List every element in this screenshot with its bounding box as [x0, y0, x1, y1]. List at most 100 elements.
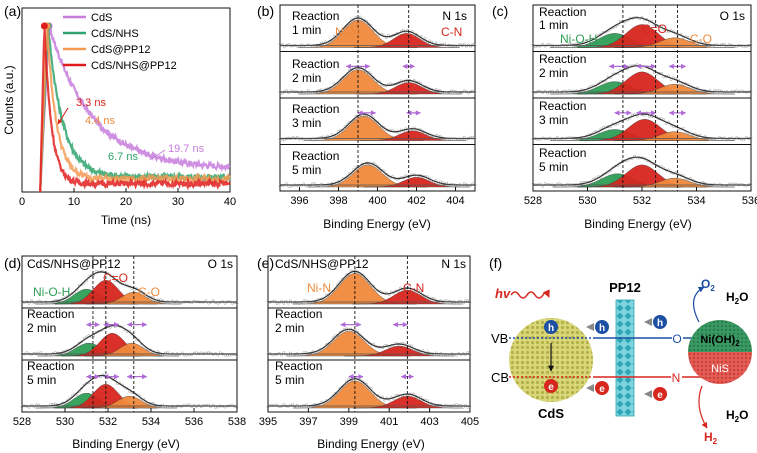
annotation-arrow-19-7ns: [149, 149, 166, 161]
panel-a-xtick-label-3: 30: [172, 196, 184, 208]
nioh2-shell: [688, 320, 752, 352]
o-link-label: O: [672, 332, 681, 346]
e-plot-datapoint-1-62: [336, 333, 339, 337]
c-plot-xtick-label-4: 536: [742, 195, 757, 207]
d-plot-xtick-label-5: 538: [228, 416, 246, 428]
legend-label-cds-nhs: CdS/NHS: [91, 28, 139, 40]
panel-c-time-3: 3 min: [539, 113, 568, 127]
c-plot-datapoint-1-154: [718, 89, 721, 92]
decay-series-cds: [39, 24, 231, 193]
pp12-label: PP12: [609, 280, 641, 295]
e-plot-datapoint-2-22: [291, 403, 295, 406]
electron-carrier-right: [653, 387, 667, 401]
h2o-bottom-o: O: [739, 408, 748, 422]
hole-motion-icon-2: [644, 318, 652, 326]
hole-carrier-cds: [544, 320, 558, 334]
h2o-bottom-label-text: H2O: [726, 408, 748, 424]
b-plot-datapoint-3-6: [285, 182, 288, 185]
pp12-layer: [615, 299, 635, 417]
d-plot-datapoint-2-140: [187, 403, 191, 406]
panel-e-time-3: 5 min: [275, 373, 304, 387]
c-plot-datapoint-2-160: [725, 138, 729, 142]
o-link-bg: [672, 331, 683, 345]
b-plot-datapoint-3-98: [384, 172, 388, 176]
panel-d: (d) 528 530 532 534 536 538 CdS/NHS@PP12 O 1s…: [4, 255, 246, 451]
panel-e-time-2: 2 min: [275, 321, 304, 335]
panel-b-label: (b): [257, 3, 274, 19]
panel-b: (b) 396 398 400 402 404 N 1s Reaction 1 min …: [257, 3, 477, 231]
h2o-top-sub: 2: [735, 297, 740, 306]
panel-d-reaction-3: Reaction: [27, 359, 74, 373]
h2o-bottom-sub: 2: [735, 415, 740, 424]
panel-a-xtick-label-4: 40: [224, 196, 236, 208]
d-plot-xtick-label-1: 530: [56, 416, 74, 428]
d-plot-datapoint-2-162: [214, 406, 217, 409]
panel-c-label: (c): [492, 3, 508, 19]
nioh2-label-text: Ni(OH)2: [700, 334, 740, 348]
panel-b-xlabel: Binding Energy (eV): [323, 217, 430, 231]
panel-d-reaction-2: Reaction: [27, 307, 74, 321]
peak-label-c-double-o: C=O: [642, 22, 667, 36]
d-plot-datapoint-0-160: [211, 299, 215, 302]
b-plot-datapoint-2-170: [462, 135, 466, 139]
e-plot-datapoint-2-174: [461, 406, 465, 409]
annotation-3-3ns: 3.3 ns: [76, 97, 106, 109]
panel-b-time-1: 1 min: [292, 23, 321, 37]
light-wave-icon: [510, 289, 550, 299]
e-plot-datapoint-1-86: [363, 337, 366, 341]
panel-a-label: (a): [4, 3, 21, 19]
legend-label-cds: CdS: [91, 12, 112, 24]
panel-e-reaction-2: Reaction: [275, 307, 322, 321]
e-plot-datapoint-1-84: [360, 335, 364, 339]
b-plot-xtick-label-4: 404: [446, 195, 464, 207]
h2o-top-o: O: [739, 290, 748, 304]
d-plot-xtick-label-3: 534: [142, 416, 160, 428]
e-plot-datapoint-2-178: [466, 406, 470, 409]
panel-e-xlabel: Binding Energy (eV): [317, 437, 424, 451]
panel-c-time-1: 1 min: [539, 18, 568, 32]
d-plot-datapoint-0-6: [27, 302, 31, 305]
h2-sub: 2: [713, 437, 718, 446]
decay-series-cds-nhs-pp12: [39, 29, 231, 193]
panel-b-reaction-3: Reaction: [292, 102, 339, 116]
hole-carrier-right: [653, 315, 667, 329]
panel-c-time-4: 5 min: [539, 160, 568, 174]
panel-d-peak-c-double-o: C=O: [103, 271, 128, 285]
panel-d-plot: 528 530 532 534 536 538: [13, 255, 246, 428]
panel-c-reaction-4: Reaction: [539, 146, 586, 160]
nis-core: [688, 352, 752, 384]
legend-label-cds-pp12: CdS@PP12: [91, 44, 150, 56]
panel-b-reaction-1: Reaction: [292, 9, 339, 23]
c-plot-xtick-label-3: 534: [687, 195, 705, 207]
b-plot-xtick-label-1: 398: [329, 195, 347, 207]
panel-a-plot: [39, 22, 231, 193]
c-plot-peak-0-2: [614, 37, 735, 48]
panel-d-time-3: 5 min: [27, 373, 56, 387]
nioh2-label: Ni(OH): [700, 334, 735, 346]
b-plot-xtick-label-0: 396: [290, 195, 308, 207]
panel-e-peak-ni-n: Ni-N: [307, 281, 331, 295]
b-plot-datapoint-1-86: [371, 75, 375, 79]
panel-b-time-2: 2 min: [292, 71, 321, 85]
d-plot-datapoint-0-176: [230, 302, 234, 305]
panel-a-xtick-label-2: 20: [120, 196, 132, 208]
e-plot-datapoint-0-178: [466, 299, 470, 302]
panel-a-xtick-label-0: 0: [19, 196, 25, 208]
o2-label-text: O2: [701, 277, 715, 293]
c-plot-xtick-label-2: 532: [633, 195, 651, 207]
cb-label: CB: [491, 370, 509, 385]
d-plot-datapoint-1-16: [39, 351, 43, 354]
d-plot-datapoint-2-24: [49, 402, 53, 406]
annotation-arrow-3-3ns: [57, 107, 69, 125]
cds-label: CdS: [538, 406, 564, 421]
panel-d-xlabel: Binding Energy (eV): [72, 437, 179, 451]
annotation-19-7ns: 19.7 ns: [168, 143, 205, 155]
e-plot-datapoint-1-90: [367, 341, 371, 344]
electron-label-mid: e: [599, 384, 605, 395]
e-plot-datapoint-2-58: [331, 394, 335, 398]
e-plot-xtick-label-0: 395: [259, 416, 277, 428]
electron-label-cds: e: [548, 382, 554, 393]
panel-b-reaction-2: Reaction: [292, 57, 339, 71]
electron-carrier-mid: [595, 381, 609, 395]
